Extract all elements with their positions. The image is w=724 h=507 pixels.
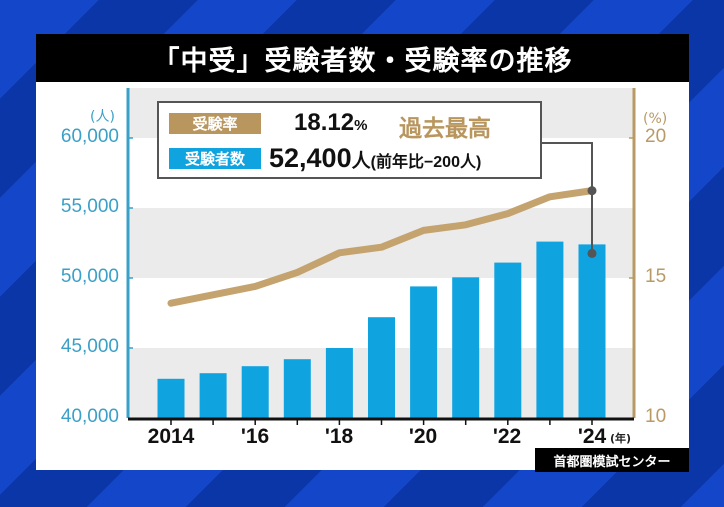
x-tick: '18	[324, 425, 354, 448]
x-axis-unit: (年)	[610, 432, 632, 445]
bar-2017	[283, 359, 311, 418]
right-tick: 15	[645, 266, 667, 287]
rate-tag: 受験率	[169, 113, 261, 134]
callout-box: 受験率 18.12% 過去最高 受験者数 52,400人(前年比−200人)	[157, 101, 542, 179]
x-tick: '16	[240, 425, 270, 448]
count-tag: 受験者数	[169, 148, 261, 169]
bar-2020	[410, 286, 438, 418]
count-marker	[587, 248, 597, 258]
bar-2023	[536, 241, 564, 418]
x-tick: 2014	[147, 425, 195, 448]
bar-2019	[368, 317, 395, 418]
bar-2022	[494, 262, 522, 418]
source-label: 首都圏模試センター	[535, 448, 689, 472]
rate-marker	[587, 186, 597, 196]
count-unit: 人	[351, 151, 371, 172]
right-axis-unit: (%)	[643, 111, 668, 127]
chart-title: 「中受」受験者数・受験率の推移	[36, 34, 689, 82]
right-tick: 10	[645, 406, 667, 427]
left-tick: 40,000	[60, 406, 119, 427]
rate-highlight: 過去最高	[399, 116, 491, 142]
bar-2021	[452, 277, 480, 418]
bar-2024	[578, 244, 606, 418]
left-tick: 55,000	[60, 196, 119, 217]
callout-connector	[542, 142, 593, 254]
count-diff: (前年比−200人)	[370, 154, 482, 171]
bar-2016	[241, 366, 269, 418]
rate-unit: %	[354, 117, 368, 134]
left-tick: 60,000	[60, 126, 119, 147]
left-tick: 45,000	[60, 336, 119, 357]
x-tick: '22	[492, 425, 522, 448]
rate-value-wrap: 18.12%	[294, 109, 367, 137]
left-tick: 50,000	[60, 266, 119, 287]
left-axis-unit: (人)	[90, 109, 115, 125]
rate-value: 18.12	[294, 109, 355, 136]
count-value-wrap: 52,400人(前年比−200人)	[269, 143, 481, 174]
x-tick: '24	[577, 425, 607, 448]
bar-2018	[325, 348, 353, 418]
bar-2015	[199, 373, 227, 418]
rate-line	[167, 187, 596, 307]
x-tick: '20	[408, 425, 438, 448]
right-tick: 20	[645, 126, 667, 147]
bar-2014	[157, 378, 185, 418]
count-value: 52,400	[269, 143, 352, 173]
